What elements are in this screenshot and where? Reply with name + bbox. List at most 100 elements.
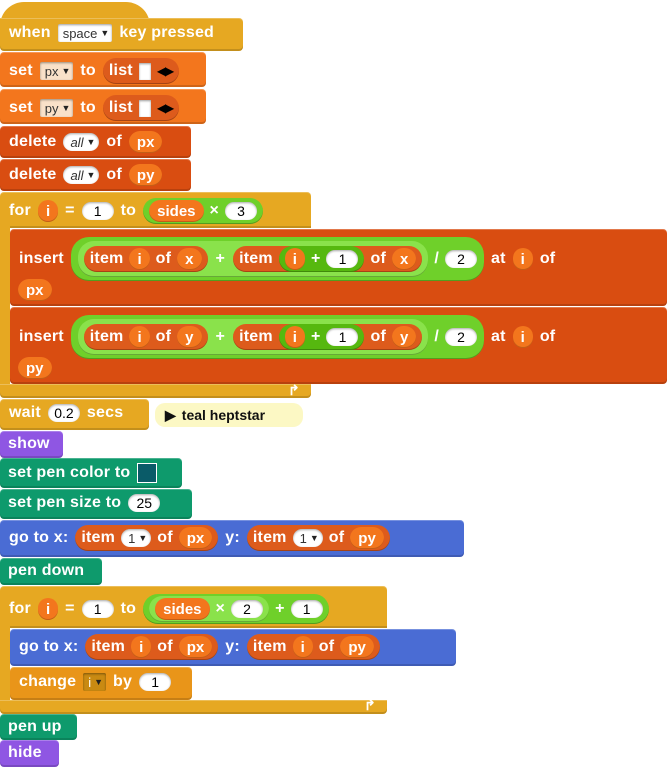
divisor-value[interactable]: 2 xyxy=(445,250,477,268)
var-i[interactable]: i xyxy=(131,636,152,658)
var-y[interactable]: y xyxy=(392,326,417,348)
loop-var-i[interactable]: i xyxy=(37,598,59,620)
item-label: item xyxy=(252,529,287,546)
divisor-value[interactable]: 2 xyxy=(445,328,477,346)
var-px[interactable]: px xyxy=(178,636,213,658)
delete-label: delete xyxy=(9,133,57,150)
multiply-reporter[interactable]: sides × 2 xyxy=(149,596,270,622)
multiplier-value[interactable]: 3 xyxy=(225,202,258,220)
plus-one-reporter[interactable]: i + 1 xyxy=(278,324,365,350)
wait-value[interactable]: 0.2 xyxy=(47,404,80,422)
var-py[interactable]: py xyxy=(128,164,163,186)
change-value[interactable]: 1 xyxy=(139,673,172,691)
key-dropdown[interactable]: space ▼ xyxy=(57,24,113,42)
wait-block[interactable]: wait 0.2 secs xyxy=(0,399,149,430)
var-i[interactable]: i xyxy=(284,248,305,270)
of-label: of xyxy=(106,166,122,183)
set-px-block[interactable]: set px ▼ to list ◀▶ xyxy=(0,52,206,87)
of-label: of xyxy=(106,133,122,150)
item-reporter[interactable]: item i of x xyxy=(83,246,208,272)
for-loop-2[interactable]: for i = 1 to sides × 2 + 1 xyxy=(0,586,387,628)
list-slot[interactable] xyxy=(138,99,151,117)
show-block[interactable]: show xyxy=(0,431,63,458)
plus-reporter[interactable]: sides × 2 + 1 xyxy=(143,594,329,624)
start-value[interactable]: 1 xyxy=(81,600,114,618)
index-dropdown[interactable]: all ▼ xyxy=(63,166,100,184)
var-x[interactable]: x xyxy=(177,248,202,270)
plus-reporter[interactable]: item i of y + item i + 1 of y xyxy=(77,319,429,355)
insert-px-block[interactable]: insert item i of x + item i + 1 of xyxy=(10,229,667,306)
of-label: of xyxy=(370,250,386,267)
var-i[interactable]: i xyxy=(129,248,150,270)
var-dropdown-i[interactable]: i ▼ xyxy=(83,673,107,691)
one-value[interactable]: 1 xyxy=(326,328,359,346)
var-i[interactable]: i xyxy=(292,636,313,658)
arrows-icon[interactable]: ◀▶ xyxy=(156,64,174,78)
var-px[interactable]: px xyxy=(18,279,52,301)
change-block[interactable]: change i ▼ by 1 xyxy=(10,667,192,700)
var-sides[interactable]: sides xyxy=(155,598,210,620)
list-reporter[interactable]: list ◀▶ xyxy=(102,58,180,84)
var-py[interactable]: py xyxy=(18,357,52,379)
var-i[interactable]: i xyxy=(512,248,533,270)
item-label: item xyxy=(252,638,287,655)
pen-up-block[interactable]: pen up xyxy=(0,714,77,740)
start-value[interactable]: 1 xyxy=(81,202,114,220)
delete-px-block[interactable]: delete all ▼ of px xyxy=(0,126,191,158)
addend-value[interactable]: 1 xyxy=(290,600,323,618)
divide-label: / xyxy=(434,328,439,345)
var-sides[interactable]: sides xyxy=(149,200,204,222)
var-x[interactable]: x xyxy=(392,248,417,270)
set-pen-color-block[interactable]: set pen color to xyxy=(0,458,182,488)
var-y[interactable]: y xyxy=(177,326,202,348)
item-reporter[interactable]: item i of y xyxy=(83,324,208,350)
var-py[interactable]: py xyxy=(340,636,374,658)
pen-down-block[interactable]: pen down xyxy=(0,558,102,585)
insert-py-block[interactable]: insert item i of y + item i + 1 of xyxy=(10,307,667,384)
item-reporter[interactable]: item i + 1 of x xyxy=(233,246,423,272)
item-reporter-x[interactable]: item 1 ▼ of px xyxy=(75,525,219,551)
goto-block-1[interactable]: go to x: item 1 ▼ of px y: item 1 ▼ of py xyxy=(0,520,464,557)
when-key-pressed-block[interactable]: when space ▼ key pressed xyxy=(0,18,243,51)
loop-var-i[interactable]: i xyxy=(37,200,59,222)
index-dropdown[interactable]: 1 ▼ xyxy=(121,529,152,547)
delete-py-block[interactable]: delete all ▼ of py xyxy=(0,159,191,191)
for-loop-1[interactable]: for i = 1 to sides × 3 xyxy=(0,192,311,228)
one-value[interactable]: 1 xyxy=(326,250,359,268)
loop-arrow-icon: ↱ xyxy=(288,382,300,398)
expand-triangle-icon[interactable]: ▶ xyxy=(165,406,176,423)
item-reporter-x[interactable]: item i of px xyxy=(85,634,219,660)
var-i[interactable]: i xyxy=(512,326,533,348)
goto-block-2[interactable]: go to x: item i of px y: item i of py xyxy=(10,629,456,666)
list-slot[interactable] xyxy=(138,62,151,80)
divide-reporter[interactable]: item i of x + item i + 1 of x / xyxy=(70,237,484,281)
y-label: y: xyxy=(225,638,240,655)
color-swatch[interactable] xyxy=(137,463,158,483)
index-dropdown[interactable]: all ▼ xyxy=(63,133,100,151)
var-py[interactable]: py xyxy=(350,527,384,549)
divide-reporter[interactable]: item i of y + item i + 1 of y / xyxy=(70,315,484,359)
multiply-reporter[interactable]: sides × 3 xyxy=(143,198,264,224)
var-dropdown-py[interactable]: py ▼ xyxy=(39,99,74,117)
plus-reporter[interactable]: item i of x + item i + 1 of x xyxy=(77,241,429,277)
list-reporter[interactable]: list ◀▶ xyxy=(102,95,180,121)
arrows-icon[interactable]: ◀▶ xyxy=(156,101,174,115)
var-px[interactable]: px xyxy=(128,131,163,153)
times-label: × xyxy=(215,600,226,617)
comment-text: teal heptstar xyxy=(181,407,266,423)
var-i[interactable]: i xyxy=(129,326,150,348)
set-pen-size-block[interactable]: set pen size to 25 xyxy=(0,489,192,519)
index-dropdown[interactable]: 1 ▼ xyxy=(292,529,323,547)
plus-one-reporter[interactable]: i + 1 xyxy=(278,246,365,272)
pen-size-value[interactable]: 25 xyxy=(128,494,161,512)
multiplier-value[interactable]: 2 xyxy=(231,600,264,618)
item-reporter-y[interactable]: item i of py xyxy=(246,634,380,660)
hide-block[interactable]: hide xyxy=(0,740,59,767)
var-dropdown-px[interactable]: px ▼ xyxy=(39,62,74,80)
item-reporter-y[interactable]: item 1 ▼ of py xyxy=(246,525,390,551)
set-py-block[interactable]: set py ▼ to list ◀▶ xyxy=(0,89,206,124)
var-px[interactable]: px xyxy=(178,527,213,549)
item-reporter[interactable]: item i + 1 of y xyxy=(233,324,423,350)
comment-note[interactable]: ▶ teal heptstar xyxy=(155,403,303,427)
var-i[interactable]: i xyxy=(284,326,305,348)
